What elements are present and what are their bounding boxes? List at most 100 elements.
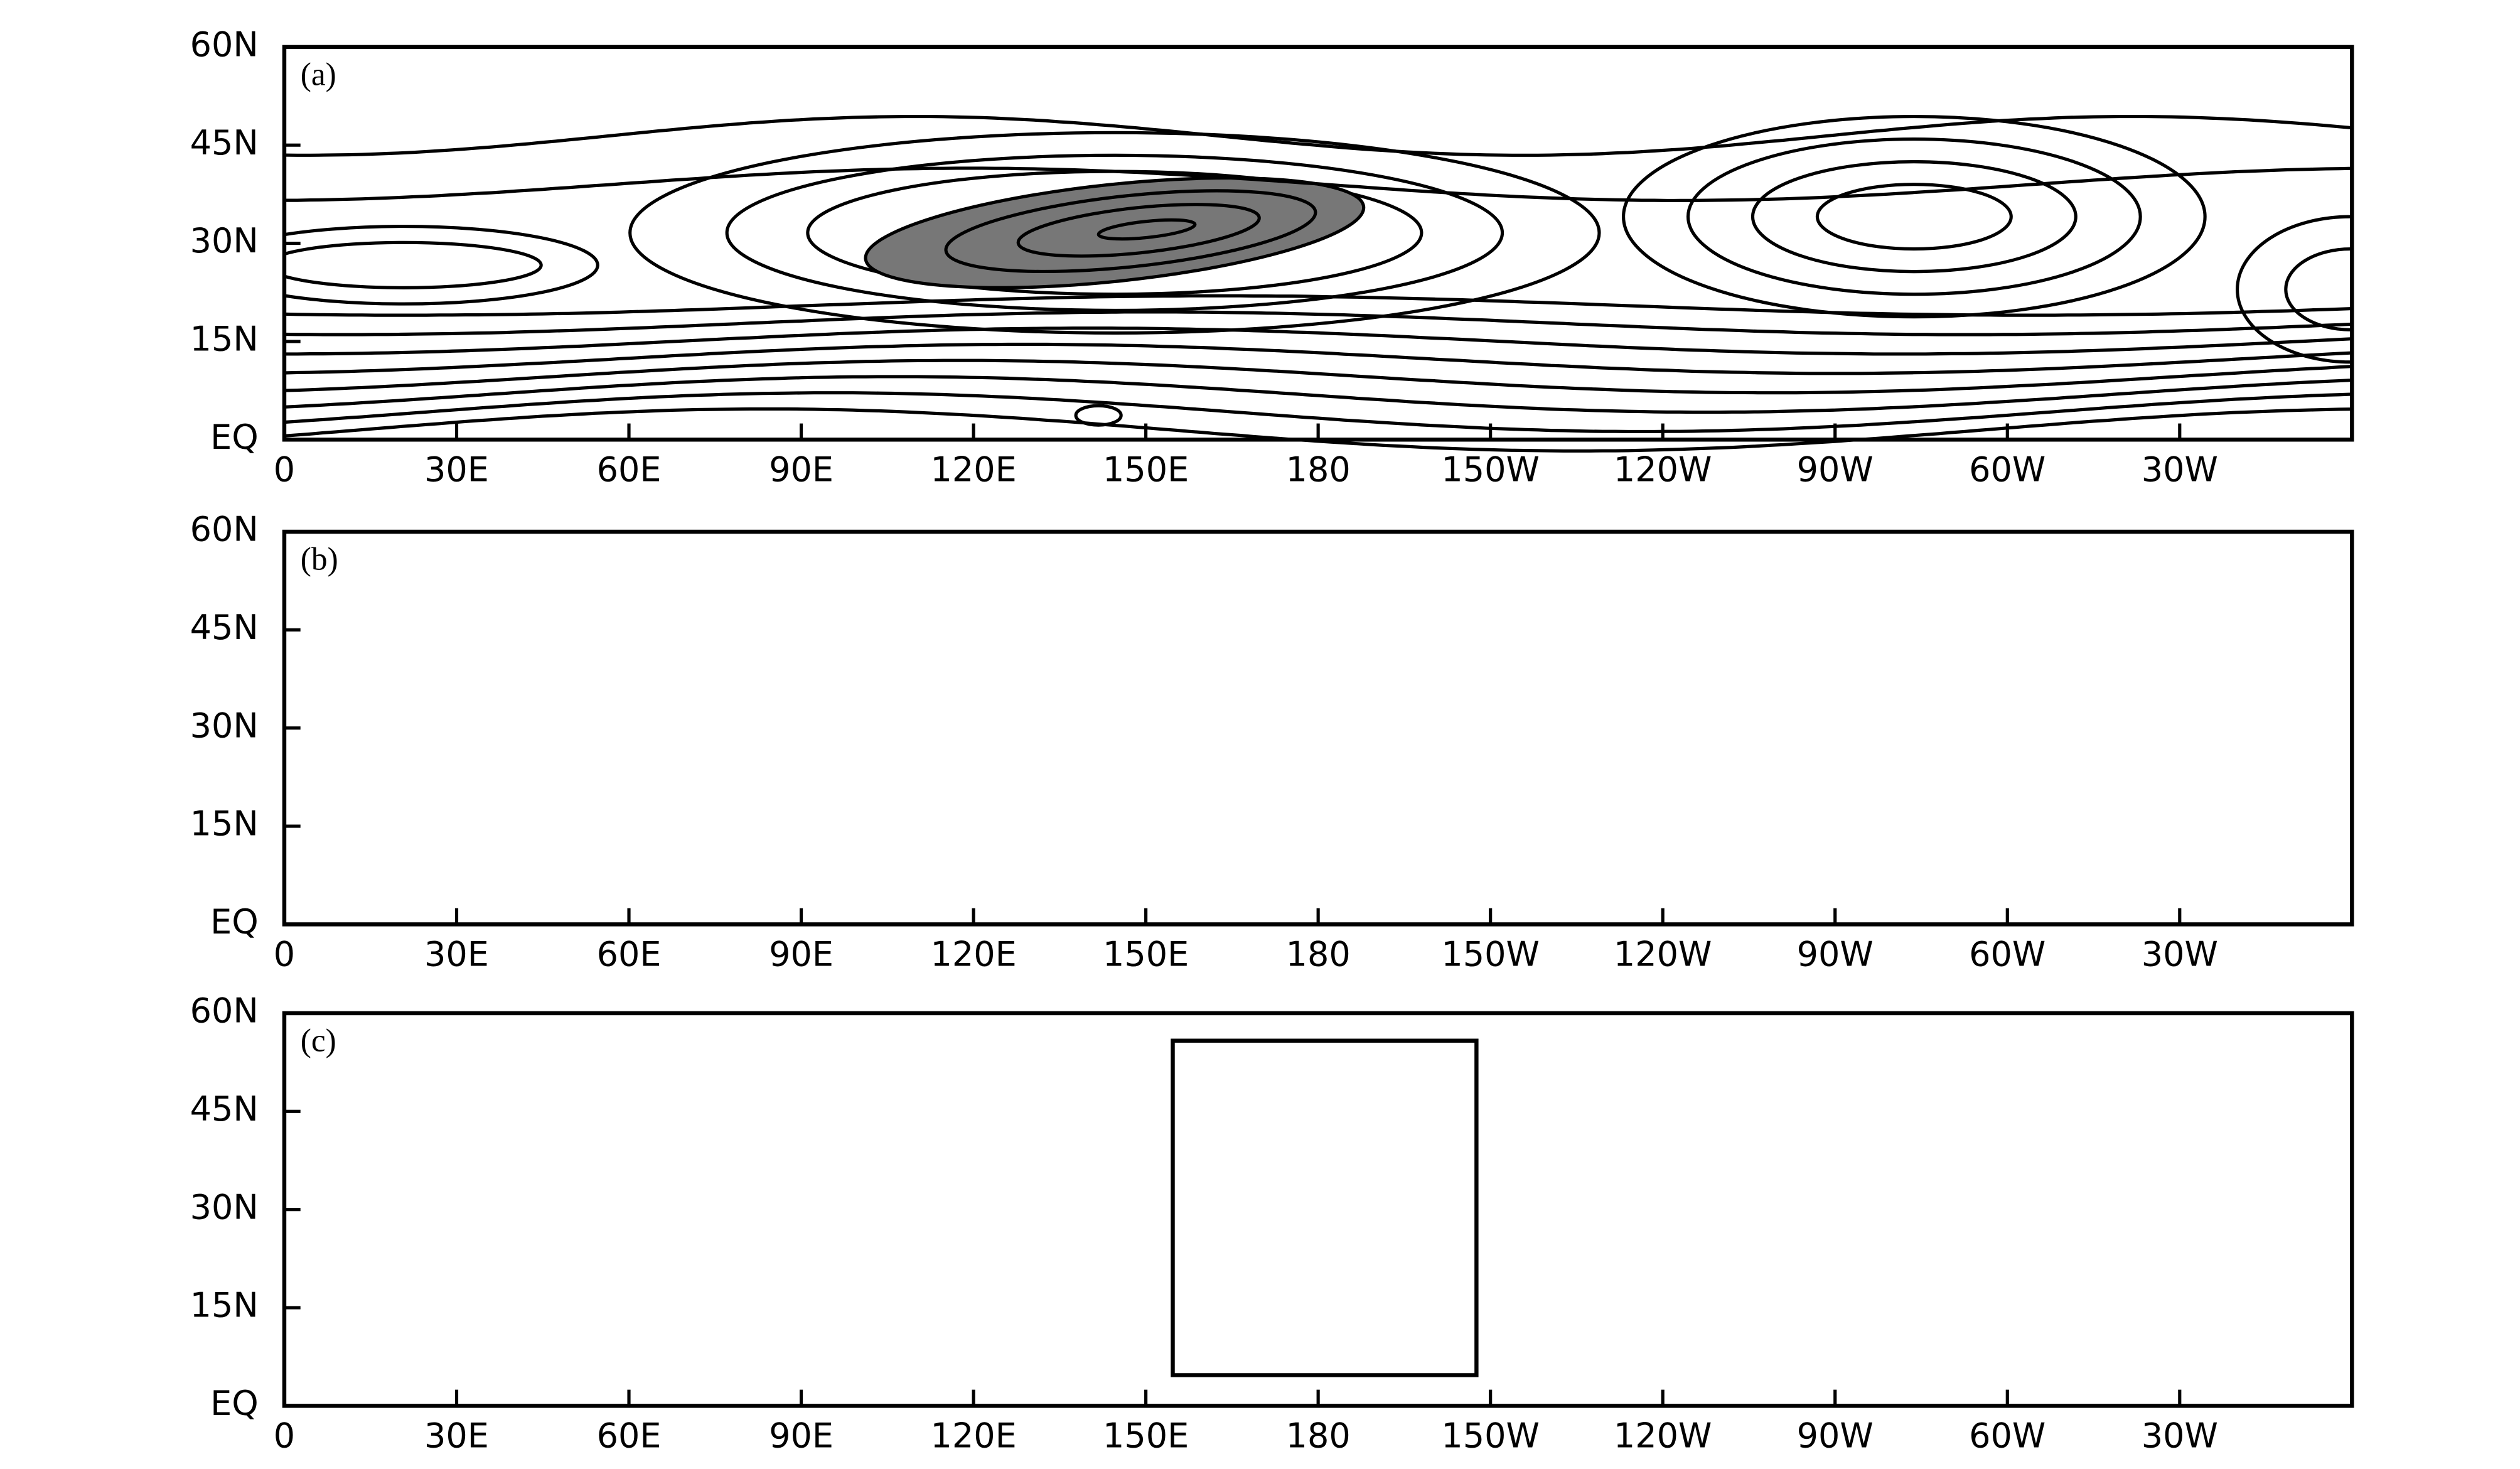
y-tick-label: EQ bbox=[210, 902, 259, 942]
x-tick-label: 30E bbox=[424, 935, 489, 974]
x-tick-label: 120E bbox=[930, 1416, 1016, 1455]
contour bbox=[725, 153, 1504, 312]
contour bbox=[284, 1194, 2352, 1226]
contour bbox=[881, 1143, 977, 1152]
y-tick-label: 45N bbox=[190, 608, 259, 647]
contour bbox=[210, 711, 598, 789]
contour bbox=[284, 845, 2352, 877]
contour bbox=[2067, 1247, 2391, 1312]
x-tick-label: 90E bbox=[769, 449, 834, 489]
contour bbox=[284, 1301, 2352, 1333]
contour bbox=[284, 829, 2352, 858]
contour bbox=[695, 1104, 1115, 1207]
contour bbox=[284, 1265, 2352, 1297]
contour bbox=[1016, 203, 1261, 258]
x-tick-label: 30E bbox=[424, 1416, 489, 1455]
contour bbox=[791, 1252, 985, 1291]
panel-label: (c) bbox=[301, 1023, 336, 1059]
x-tick-label: 120W bbox=[1614, 449, 1712, 489]
contour bbox=[944, 189, 1317, 273]
x-tick-label: 60E bbox=[597, 1416, 662, 1455]
contour bbox=[1065, 709, 1163, 736]
contour bbox=[2284, 247, 2352, 331]
x-tick-label: 120W bbox=[1614, 935, 1712, 974]
contour bbox=[1752, 647, 2076, 756]
contour bbox=[1648, 1084, 1971, 1162]
contour bbox=[284, 391, 2352, 434]
x-tick-label: 120W bbox=[1614, 1416, 1712, 1455]
contour bbox=[284, 861, 2352, 897]
panel-label: (a) bbox=[301, 57, 336, 93]
contour bbox=[1211, 1155, 1470, 1284]
contour bbox=[910, 669, 1287, 778]
x-tick-label: 60W bbox=[1969, 1416, 2045, 1455]
panel-frame bbox=[282, 45, 2354, 442]
x-tick-label: 180 bbox=[1286, 449, 1351, 489]
contour bbox=[1491, 1220, 1562, 1252]
x-tick-label: 30W bbox=[2142, 935, 2218, 974]
contour bbox=[284, 166, 2352, 202]
x-tick-label: 150E bbox=[1103, 449, 1189, 489]
x-tick-label: 90E bbox=[769, 1416, 834, 1455]
contour bbox=[1196, 1332, 1551, 1357]
y-tick-label: EQ bbox=[210, 1384, 259, 1423]
contours bbox=[284, 114, 2352, 453]
jet-core bbox=[828, 651, 1337, 800]
contour bbox=[284, 114, 2352, 157]
region-box bbox=[1171, 1038, 1479, 1377]
contours bbox=[284, 1055, 2391, 1398]
contour bbox=[284, 1055, 2352, 1100]
contour bbox=[775, 664, 1389, 787]
x-tick-label: 180 bbox=[1286, 1416, 1351, 1455]
x-tick-label: 60E bbox=[597, 935, 662, 974]
y-tick-label: 15N bbox=[190, 804, 259, 844]
contour bbox=[267, 727, 542, 772]
contour bbox=[284, 653, 2352, 685]
x-tick-label: 0 bbox=[274, 1416, 295, 1455]
contour bbox=[284, 225, 599, 306]
contour bbox=[1283, 1341, 1464, 1386]
contour bbox=[1720, 1104, 1898, 1143]
contour bbox=[1276, 1185, 1405, 1256]
y-tick-label: 15N bbox=[190, 1286, 259, 1325]
contour bbox=[1624, 601, 2206, 802]
x-tick-label: 90W bbox=[1797, 1416, 1874, 1455]
contour bbox=[284, 326, 2352, 356]
contour bbox=[2132, 1264, 2326, 1296]
contour bbox=[284, 342, 2352, 375]
x-tick-label: 150E bbox=[1103, 1416, 1189, 1455]
contour bbox=[284, 240, 543, 289]
x-tick-label: 150W bbox=[1441, 1416, 1540, 1455]
y-tick-label: 30N bbox=[190, 706, 259, 745]
contours bbox=[210, 601, 2464, 936]
contour bbox=[1253, 1338, 1493, 1377]
panel-frame bbox=[282, 529, 2354, 927]
x-tick-label: 120E bbox=[930, 449, 1016, 489]
panel-label: (b) bbox=[301, 542, 338, 578]
contour bbox=[1688, 624, 2141, 779]
contour bbox=[1312, 1345, 1435, 1396]
contour bbox=[598, 625, 1567, 826]
x-tick-label: 90W bbox=[1797, 449, 1874, 489]
shaded-core bbox=[864, 176, 1366, 289]
contour bbox=[1817, 669, 2011, 734]
contour bbox=[284, 601, 2352, 640]
x-tick-label: 30W bbox=[2142, 1416, 2218, 1455]
x-tick-label: 60W bbox=[1969, 449, 2045, 489]
contour bbox=[1815, 183, 2013, 251]
x-tick-label: 120E bbox=[930, 935, 1016, 974]
x-tick-label: 0 bbox=[274, 449, 295, 489]
contour bbox=[1622, 114, 2207, 319]
panel-frame bbox=[282, 1011, 2354, 1408]
contour bbox=[1074, 404, 1123, 427]
y-tick-label: 60N bbox=[190, 25, 259, 65]
y-tick-label: EQ bbox=[210, 417, 259, 457]
y-tick-label: 45N bbox=[190, 1089, 259, 1129]
x-tick-label: 150W bbox=[1441, 935, 1540, 974]
y-tick-label: 15N bbox=[190, 320, 259, 359]
contour bbox=[284, 310, 2352, 336]
contour bbox=[1751, 160, 2078, 274]
x-tick-label: 150E bbox=[1103, 935, 1189, 974]
contour bbox=[695, 648, 1470, 803]
x-tick-label: 180 bbox=[1286, 935, 1351, 974]
